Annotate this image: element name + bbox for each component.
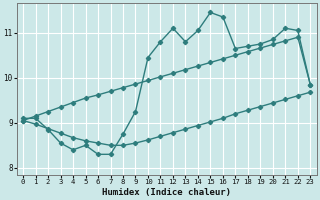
- X-axis label: Humidex (Indice chaleur): Humidex (Indice chaleur): [102, 188, 231, 197]
